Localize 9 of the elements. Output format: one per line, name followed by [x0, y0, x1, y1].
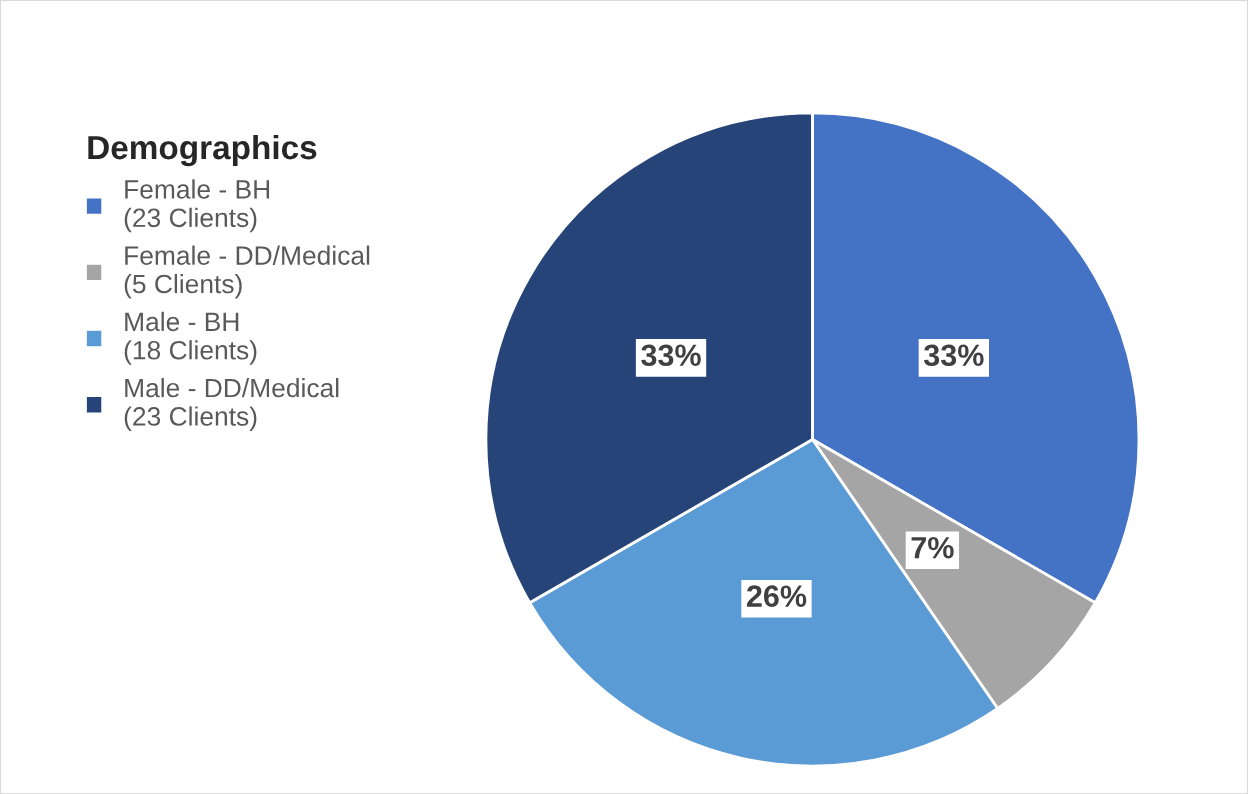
legend-title: Demographics: [88, 134, 317, 167]
legend-label: Male - BH (18 Clients): [124, 311, 257, 365]
legend-label: Female - BH (23 Clients): [124, 179, 270, 233]
data-label: 26%: [746, 585, 807, 607]
data-label: 33%: [641, 344, 701, 367]
data-label: 33%: [923, 344, 984, 367]
data-label: 7%: [911, 536, 954, 559]
legend-label: Female - DD/Medical (5 Clients): [124, 245, 370, 299]
legend-label: Male - DD/Medical (23 Clients): [124, 377, 339, 431]
